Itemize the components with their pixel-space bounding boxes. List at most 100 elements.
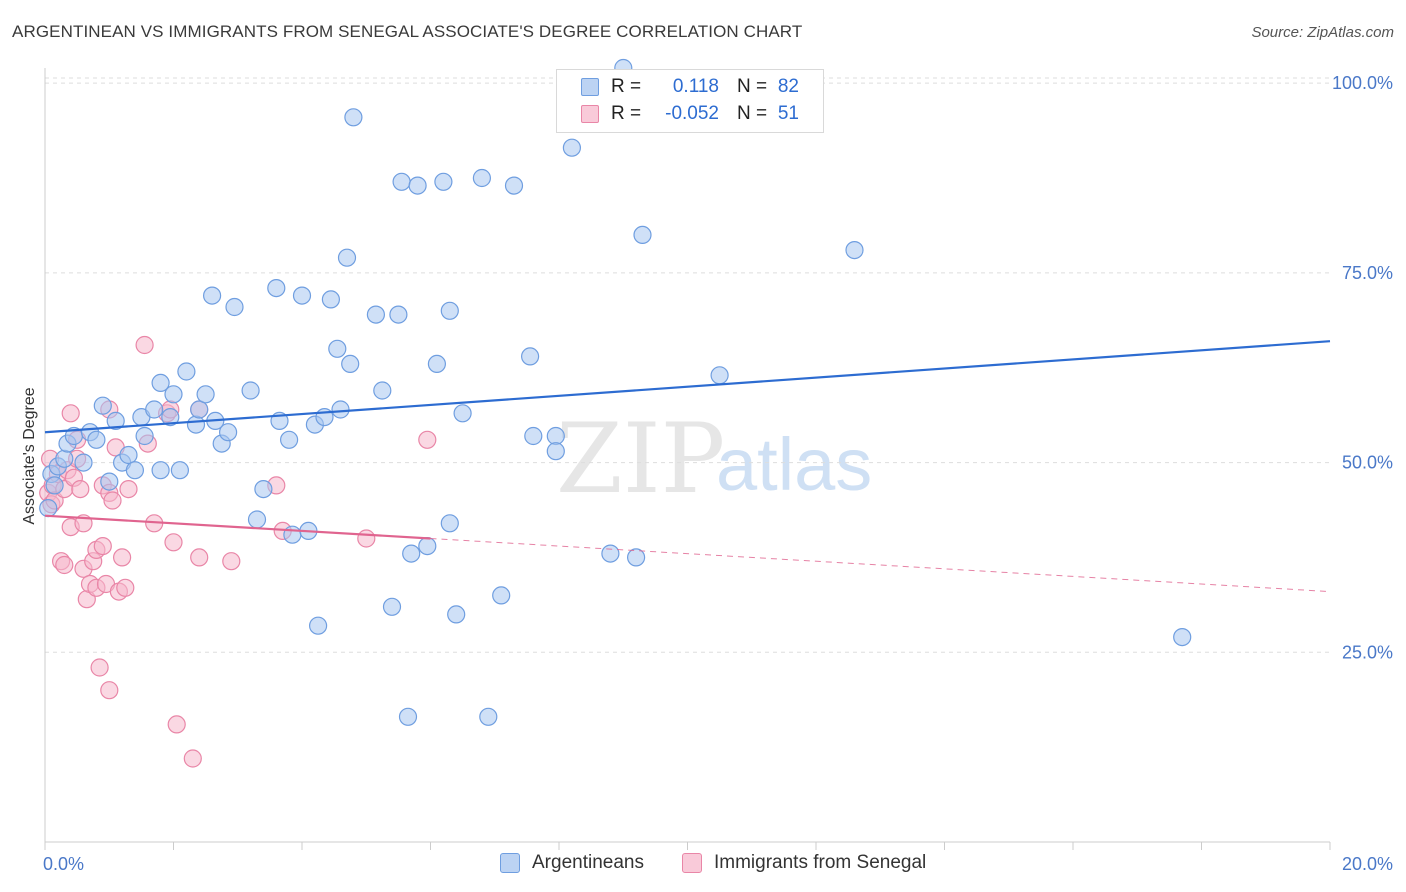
correlation-legend: R = 0.118 N = 82 R = -0.052 N = 51: [556, 69, 824, 133]
legend-swatch-blue: [581, 78, 599, 96]
series-swatch-blue: [500, 853, 520, 873]
data-point: [100, 472, 119, 491]
data-point: [292, 286, 312, 305]
data-point: [103, 491, 122, 510]
trend-lines: [44, 340, 1331, 593]
data-point: [190, 400, 209, 419]
data-point: [601, 544, 620, 563]
data-point: [71, 480, 90, 499]
x-tick-label: 20.0%: [1342, 854, 1393, 874]
data-point: [440, 514, 459, 533]
series-legend-label: Argentineans: [532, 852, 644, 873]
data-point: [331, 400, 350, 419]
trend-line-argentineans: [44, 340, 1331, 434]
data-point: [546, 426, 565, 446]
data-point: [119, 480, 138, 499]
data-point: [196, 385, 215, 404]
y-tick-label: 100.0%: [1332, 73, 1393, 93]
data-point: [408, 176, 427, 195]
data-point: [164, 385, 183, 404]
data-point: [1173, 627, 1192, 647]
data-point: [328, 339, 347, 358]
data-point: [524, 426, 543, 446]
trend-line-senegal-extension: [430, 537, 1331, 593]
data-point: [219, 423, 238, 442]
data-point: [344, 108, 363, 127]
data-point: [225, 297, 244, 317]
data-point: [145, 400, 164, 419]
legend-r-label: R =: [611, 76, 642, 97]
data-point: [135, 426, 154, 446]
data-point: [309, 616, 328, 635]
data-point: [87, 430, 106, 449]
x-tick-label: 0.0%: [43, 854, 84, 874]
data-point: [280, 430, 299, 449]
data-point: [112, 548, 132, 567]
series-legend-senegal: Immigrants from Senegal: [682, 852, 926, 874]
series-legend: Argentineans Immigrants from Senegal: [0, 852, 1406, 878]
y-tick-labels: 25.0% 50.0% 75.0% 100.0%: [1332, 73, 1393, 662]
data-point: [151, 373, 170, 392]
argentinean-points: [39, 58, 1192, 726]
legend-row-argentineans: R = 0.118 N = 82: [581, 74, 799, 100]
data-point: [434, 172, 453, 191]
data-point: [337, 248, 357, 267]
watermark-zip: ZIP: [556, 403, 725, 515]
data-point: [247, 510, 267, 529]
data-point: [447, 605, 466, 624]
data-point: [267, 279, 286, 298]
data-point: [106, 411, 125, 430]
data-point: [177, 362, 196, 381]
data-point: [418, 430, 437, 449]
data-point: [164, 533, 183, 552]
data-point: [504, 176, 524, 195]
series-legend-argentineans: Argentineans: [500, 852, 644, 874]
data-point: [254, 480, 273, 499]
data-point: [135, 335, 154, 355]
data-point: [392, 172, 411, 191]
data-point: [93, 396, 112, 415]
y-axis-label: Associate's Degree: [21, 387, 38, 524]
data-point: [633, 225, 652, 244]
legend-r-label: R =: [611, 103, 642, 124]
data-point: [100, 681, 119, 700]
chart-title: ARGENTINEAN VS IMMIGRANTS FROM SENEGAL A…: [12, 22, 803, 41]
data-point: [373, 381, 392, 400]
data-point: [116, 578, 135, 597]
data-point: [366, 305, 385, 324]
data-point: [167, 715, 186, 734]
data-point: [161, 408, 180, 427]
legend-n-label: N =: [737, 103, 768, 124]
legend-n-value: 51: [777, 103, 799, 124]
data-point: [626, 548, 646, 567]
data-point: [492, 586, 511, 605]
series-legend-label: Immigrants from Senegal: [714, 852, 927, 873]
data-point: [427, 354, 446, 373]
data-point: [283, 525, 302, 544]
data-point: [453, 404, 472, 423]
data-point: [170, 461, 189, 480]
legend-n-label: N =: [737, 76, 768, 97]
data-point: [55, 449, 74, 468]
data-point: [241, 381, 260, 400]
legend-r-value: 0.118: [672, 76, 719, 97]
data-point: [389, 305, 408, 324]
watermark-atlas: atlas: [716, 423, 872, 506]
data-point: [61, 404, 80, 423]
data-point: [710, 366, 729, 385]
data-point: [186, 415, 206, 434]
data-point: [398, 707, 418, 726]
data-point: [845, 241, 864, 260]
data-point: [321, 290, 340, 309]
data-point: [55, 555, 74, 575]
data-point: [203, 286, 222, 305]
y-tick-label: 25.0%: [1342, 642, 1393, 662]
source-label: Source: ZipAtlas.com: [1251, 24, 1394, 41]
data-point: [402, 544, 421, 563]
series-swatch-pink: [682, 853, 702, 873]
data-point: [440, 301, 459, 320]
x-tick-labels: 0.0% 20.0%: [43, 854, 1393, 874]
data-point: [520, 347, 540, 366]
data-point: [45, 476, 64, 495]
legend-swatch-pink: [581, 105, 599, 123]
